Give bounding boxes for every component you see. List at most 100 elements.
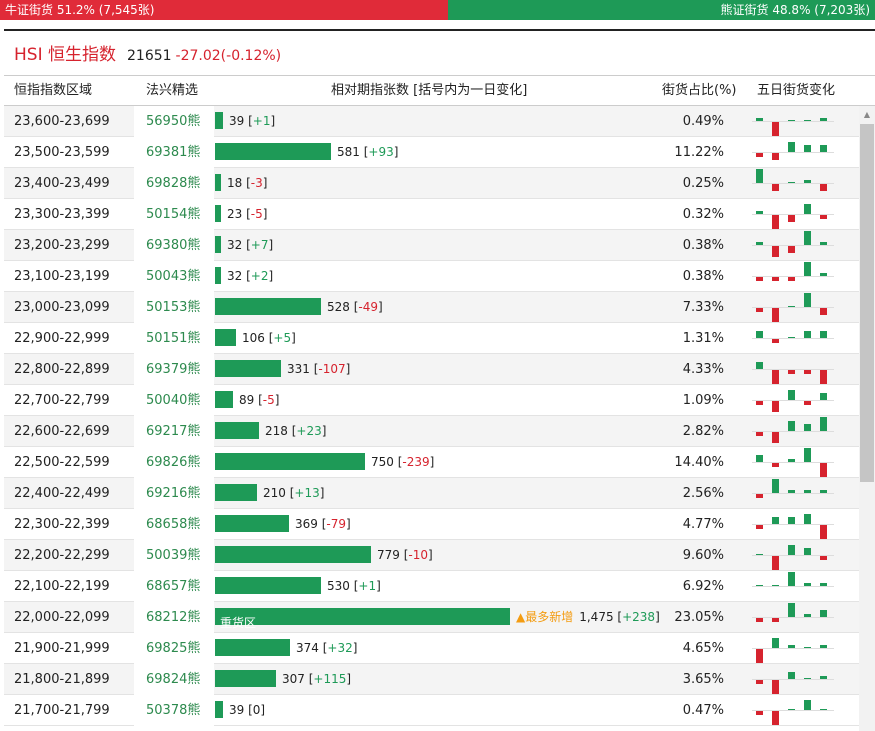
sparkline-bar: [820, 241, 827, 245]
sparkline-bar: [788, 337, 795, 338]
five-day-sparkline: [752, 168, 834, 199]
count-text: 218 [+23]: [265, 424, 327, 438]
count-value: 374: [296, 641, 319, 655]
warrant-code-link[interactable]: 69828熊: [134, 168, 214, 199]
sparkline-bar: [772, 517, 779, 524]
range-cell: 22,100-22,199: [14, 579, 110, 594]
warrant-code-link[interactable]: 69824熊: [134, 664, 214, 695]
sparkline-bar: [756, 680, 763, 684]
sparkline-bar: [756, 277, 763, 281]
warrant-code-link[interactable]: 69217熊: [134, 416, 214, 447]
count-delta: -107: [318, 362, 346, 376]
column-header-range[interactable]: 恒指指数区域: [14, 83, 93, 98]
sparkline-bar: [756, 525, 763, 529]
sparkline-baseline: [752, 524, 834, 525]
count-value: 528: [327, 300, 350, 314]
five-day-sparkline: [752, 354, 834, 385]
warrant-code-link[interactable]: 68658熊: [134, 509, 214, 540]
sparkline-bar: [788, 246, 795, 253]
sparkline-bar: [756, 117, 763, 121]
count-delta: +1: [358, 579, 377, 593]
warrant-code-link[interactable]: 69826熊: [134, 447, 214, 478]
sparkline-bar: [820, 145, 827, 152]
count-bar-cell: 32 [+2]: [215, 261, 665, 292]
sparkline-bar: [788, 420, 795, 431]
warrant-code-link[interactable]: 69216熊: [134, 478, 214, 509]
range-cell: 23,000-23,099: [14, 300, 110, 315]
five-day-sparkline: [752, 199, 834, 230]
count-bar-cell: 750 [-239]: [215, 447, 665, 478]
share-percent: 7.33%: [682, 300, 724, 315]
scroll-up-arrow-icon[interactable]: ▲: [863, 110, 871, 119]
warrant-code-link[interactable]: 50039熊: [134, 540, 214, 571]
sparkline-bar: [772, 370, 779, 384]
five-day-sparkline: [752, 416, 834, 447]
most-added-badge: ▲最多新增: [516, 610, 574, 624]
count-text: 750 [-239]: [371, 455, 435, 469]
scrollbar-thumb[interactable]: [860, 124, 874, 482]
warrant-code-link[interactable]: 50154熊: [134, 199, 214, 230]
warrant-code-link[interactable]: 56950熊: [134, 106, 214, 137]
warrant-code-link[interactable]: 50378熊: [134, 695, 214, 726]
count-bar: [215, 236, 221, 253]
sparkline-bar: [788, 672, 795, 679]
bull-ratio-segment: 牛证街货 51.2% (7,545张): [0, 0, 448, 20]
warrant-code-link[interactable]: 68657熊: [134, 571, 214, 602]
sparkline-bar: [788, 544, 795, 555]
warrant-code-link[interactable]: 68212熊: [134, 602, 214, 633]
warrant-code-link[interactable]: 50153熊: [134, 292, 214, 323]
count-text: 89 [-5]: [239, 393, 280, 407]
range-cell: 23,300-23,399: [14, 207, 110, 222]
count-value: 32: [227, 269, 243, 283]
sparkline-bar: [756, 494, 763, 498]
warrant-code-link[interactable]: 50151熊: [134, 323, 214, 354]
sparkline-baseline: [752, 679, 834, 680]
count-bar: [215, 360, 281, 377]
sparkline-bar: [804, 231, 811, 245]
five-day-sparkline: [752, 261, 834, 292]
sparkline-baseline: [752, 617, 834, 618]
warrant-code-link[interactable]: 69379熊: [134, 354, 214, 385]
sparkline-bar: [804, 424, 811, 431]
table-row: 21,900-21,999 69825熊 374 [+32] 4.65%: [4, 633, 875, 664]
sparkline-bar: [772, 618, 779, 622]
sparkline-baseline: [752, 555, 834, 556]
warrant-code-link[interactable]: 69381熊: [134, 137, 214, 168]
sparkline-bar: [772, 711, 779, 725]
range-cell: 21,800-21,899: [14, 672, 110, 687]
column-header-five-day[interactable]: 五日街货变化: [757, 83, 836, 98]
count-delta: +7: [250, 238, 269, 252]
sparkline-bar: [804, 331, 811, 338]
five-day-sparkline: [752, 230, 834, 261]
warrant-code-link[interactable]: 69380熊: [134, 230, 214, 261]
five-day-sparkline: [752, 571, 834, 602]
share-percent: 0.49%: [682, 114, 724, 129]
sparkline-bar: [804, 448, 811, 462]
share-percent: 6.92%: [682, 579, 724, 594]
sparkline-bar: [820, 556, 827, 560]
share-percent: 4.77%: [682, 517, 724, 532]
five-day-sparkline: [752, 323, 834, 354]
sparkline-bar: [772, 308, 779, 322]
count-bar: [215, 701, 223, 718]
table-row: 22,700-22,799 50040熊 89 [-5] 1.09%: [4, 385, 875, 416]
warrant-code-link[interactable]: 69825熊: [134, 633, 214, 664]
share-percent: 1.09%: [682, 393, 724, 408]
warrant-code-link[interactable]: 50043熊: [134, 261, 214, 292]
share-percent: 0.38%: [682, 238, 724, 253]
table-header: 恒指指数区域 法兴精选 相对期指张数 [括号内为一日变化] 街货占比(%) 五日…: [4, 75, 875, 106]
column-header-share[interactable]: 街货占比(%): [662, 83, 737, 98]
sparkline-baseline: [752, 586, 834, 587]
count-bar: [215, 422, 259, 439]
warrant-code-link[interactable]: 50040熊: [134, 385, 214, 416]
share-percent: 14.40%: [674, 455, 724, 470]
count-bar: 重货区: [215, 608, 510, 630]
column-header-pick[interactable]: 法兴精选: [146, 83, 199, 98]
range-cell: 22,300-22,399: [14, 517, 110, 532]
sparkline-bar: [772, 153, 779, 160]
count-text: 528 [-49]: [327, 300, 383, 314]
sparkline-bar: [772, 215, 779, 229]
sparkline-bar: [820, 675, 827, 679]
column-header-change[interactable]: 相对期指张数 [括号内为一日变化]: [331, 83, 528, 98]
sparkline-bar: [820, 463, 827, 477]
